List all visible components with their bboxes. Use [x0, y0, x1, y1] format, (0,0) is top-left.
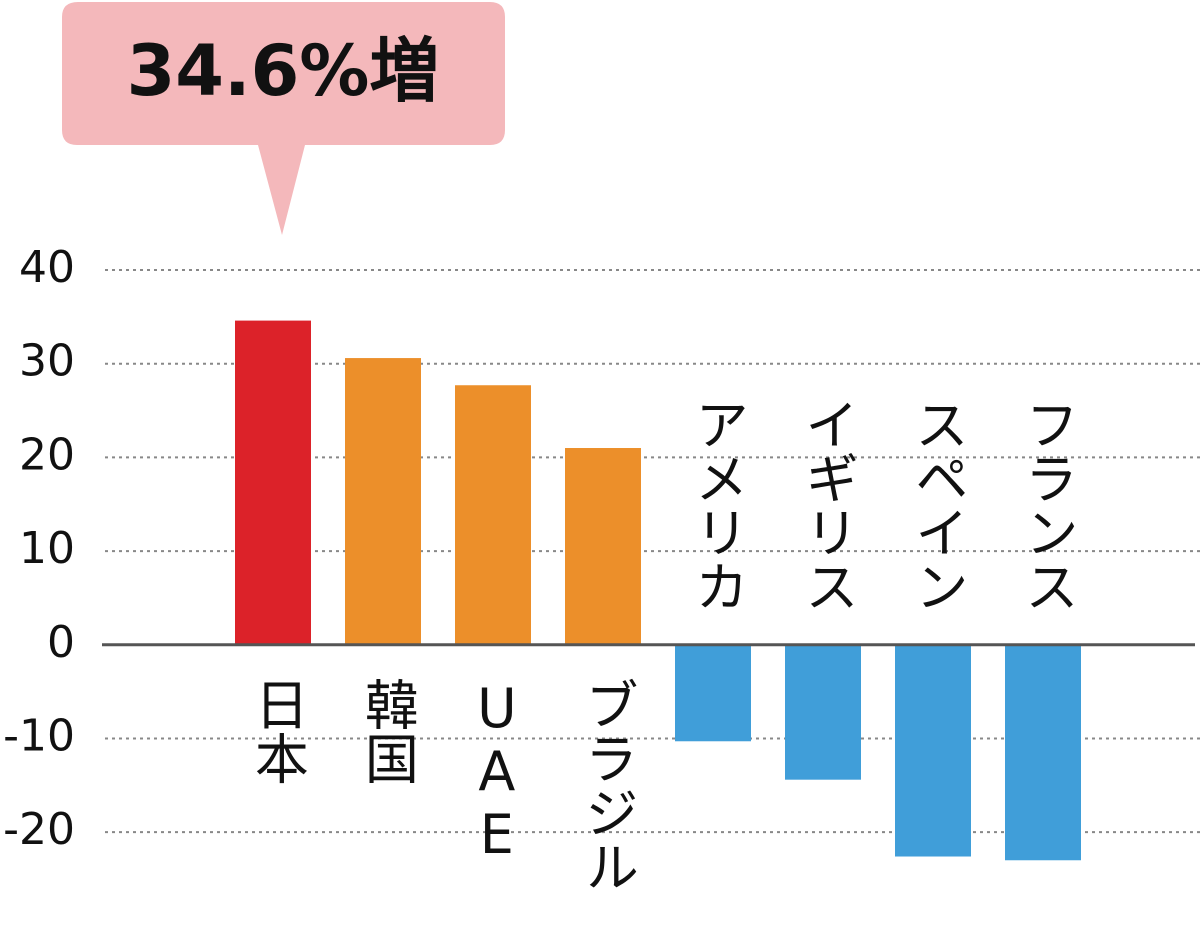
y-tick-label: 0 [47, 617, 75, 668]
bar [565, 448, 641, 645]
y-tick-label: 10 [19, 523, 75, 574]
category-label: 日本 [245, 677, 308, 785]
bar [675, 644, 751, 742]
category-label: ブラジル [575, 677, 638, 893]
bar [235, 320, 311, 645]
bar [895, 644, 971, 857]
bar [345, 358, 421, 645]
category-label: イギリス [795, 397, 858, 613]
callout [62, 2, 505, 235]
y-tick-label: -10 [3, 710, 75, 761]
y-tick-label: 20 [19, 429, 75, 480]
y-tick-label: -20 [3, 804, 75, 855]
annotation: 34.6%増 [127, 30, 440, 112]
bar [455, 385, 531, 645]
category-label: フランス [1015, 397, 1078, 613]
y-tick-label: 30 [19, 336, 75, 387]
y-tick-label: 40 [19, 242, 75, 293]
category-label: アメリカ [685, 397, 748, 613]
category-label: スペイン [905, 397, 968, 613]
bar [785, 644, 861, 780]
bar [1005, 644, 1081, 861]
category-label: 韓国 [355, 677, 418, 785]
category-label: UAE [465, 677, 528, 866]
